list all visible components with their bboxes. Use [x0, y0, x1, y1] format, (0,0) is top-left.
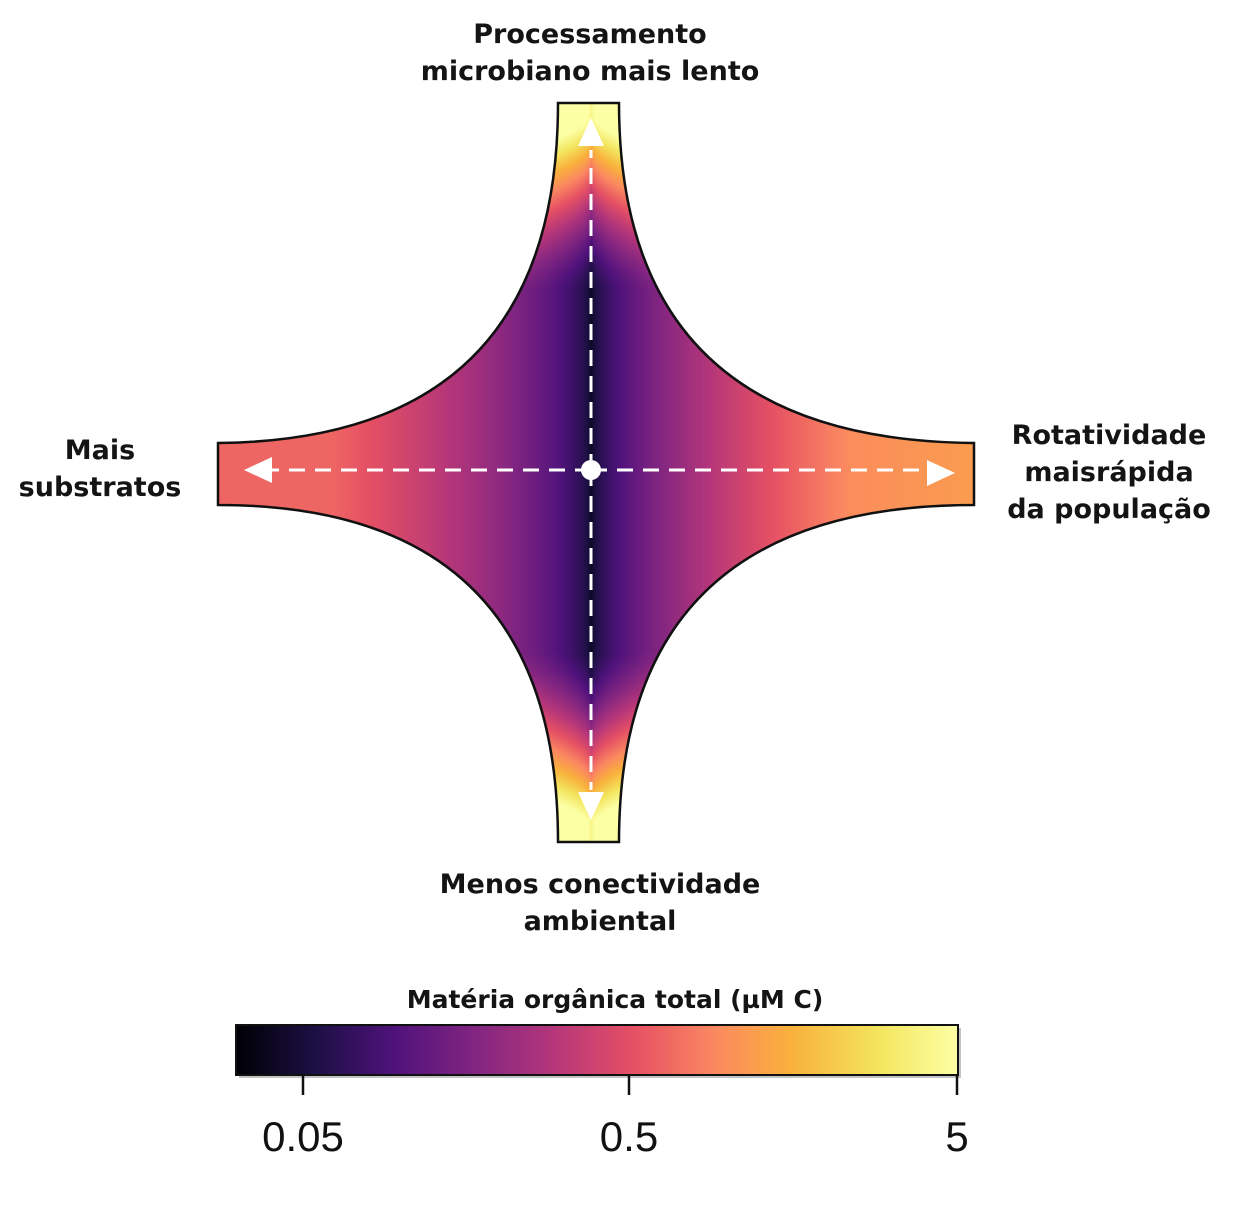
- label-left-line-2: substratos: [18, 472, 182, 503]
- label-left-line-1: Mais: [64, 435, 136, 466]
- colorbar-tick-label-1: 0.5: [599, 1113, 659, 1160]
- center-dot: [581, 460, 601, 480]
- colorbar: [235, 1024, 959, 1076]
- arrow-left-head: [244, 457, 272, 483]
- colorbar-tick-label-2: 5: [945, 1113, 969, 1160]
- colorbar-title: Matéria orgânica total (µM C): [406, 985, 824, 1014]
- label-bottom-line-1: Menos conectividade: [439, 869, 761, 900]
- label-right-line-1: Rotatividade: [1011, 420, 1207, 451]
- arrow-down-head: [578, 792, 604, 820]
- dashed-axes: [272, 150, 925, 790]
- label-right-line-3: da população: [1007, 494, 1211, 525]
- arrow-right-head: [927, 460, 955, 486]
- star-outline: [216, 101, 976, 844]
- colorbar-tick-label-0: 0.05: [262, 1113, 344, 1160]
- label-top-line-1: Processamento: [473, 19, 707, 50]
- label-right: Rotatividade maisrápida da população: [985, 417, 1233, 528]
- label-top: Processamento microbiano mais lento: [340, 16, 840, 90]
- arrow-up-head: [578, 118, 604, 146]
- label-right-line-2: maisrápida: [1024, 457, 1194, 488]
- label-bottom-line-2: ambiental: [523, 906, 677, 937]
- label-top-line-2: microbiano mais lento: [420, 56, 760, 87]
- label-left: Mais substratos: [0, 432, 200, 506]
- label-bottom: Menos conectividade ambiental: [340, 866, 860, 940]
